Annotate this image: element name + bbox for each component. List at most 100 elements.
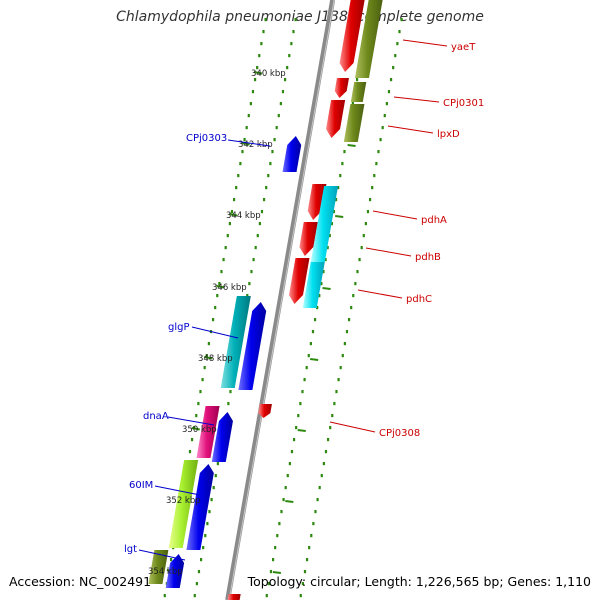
gene-dnaA-arrow	[211, 412, 233, 462]
scale-label: 346 kbp	[212, 283, 247, 293]
gene-CPj0303-arrow	[282, 136, 302, 172]
tick-dot	[282, 498, 285, 502]
tick-dot	[216, 294, 219, 298]
gene-pdhC-arrow	[289, 258, 310, 304]
tick-dot	[351, 102, 354, 106]
gene-CPj0301-arrow	[334, 78, 349, 98]
tick-dot	[239, 162, 242, 166]
tick-dot	[262, 30, 265, 34]
kbp-tick-right	[347, 144, 356, 147]
gene-label-60IM: 60IM	[129, 480, 153, 491]
tick-dot	[389, 78, 393, 82]
tick-dot	[214, 306, 217, 310]
tick-dot	[329, 426, 332, 430]
tick-dot	[350, 306, 353, 310]
tick-dot	[278, 522, 281, 526]
tick-dot	[330, 222, 333, 226]
gene-olive-block	[354, 0, 383, 78]
tick-dot	[322, 462, 325, 466]
tick-dot	[208, 510, 211, 514]
scale-label: 350 kbp	[182, 425, 217, 435]
tick-dot	[396, 42, 399, 46]
tick-dot	[251, 90, 255, 94]
tick-dot	[385, 102, 388, 106]
gene-label-lpxD: lpxD	[437, 129, 460, 140]
tick-dot	[334, 198, 338, 202]
tick-dot	[269, 162, 272, 166]
tick-dot	[352, 294, 355, 298]
tick-dot	[201, 378, 204, 382]
tick-dot	[205, 354, 208, 358]
gene-glgP-arrow	[238, 302, 267, 390]
tick-dot	[341, 354, 344, 358]
tick-dot	[280, 510, 283, 514]
map-title: Chlamydophila pneumoniae J138, complete …	[116, 9, 484, 25]
label-leader-line	[329, 421, 376, 433]
tick-dot	[199, 558, 203, 562]
scale-label: 348 kbp	[198, 354, 233, 364]
gene-olive-block	[343, 104, 365, 142]
tick-dot	[250, 270, 253, 274]
tick-dot	[301, 390, 304, 394]
tick-dot	[195, 414, 198, 418]
label-leader-line	[393, 96, 440, 103]
tick-dot	[303, 570, 307, 574]
gene-glgP-block	[220, 296, 251, 388]
backbone-line	[225, 0, 336, 600]
tick-dot	[362, 234, 365, 238]
tick-dot	[169, 558, 173, 562]
kbp-tick-left	[203, 356, 213, 360]
label-leader-line	[402, 39, 448, 47]
tick-dot	[252, 258, 255, 262]
tick-dot	[299, 594, 302, 598]
gene-CPj0308-arrow	[258, 404, 272, 418]
gene-lpxD-arrow	[326, 100, 346, 138]
tick-dot	[368, 198, 372, 202]
kbp-tick-left	[191, 427, 200, 431]
tick-dot	[383, 114, 386, 118]
tick-dot	[322, 270, 325, 274]
tick-dot	[237, 174, 240, 178]
tick-dot	[258, 222, 261, 226]
tick-dot	[204, 534, 207, 538]
tick-dot	[354, 282, 357, 286]
tick-dot	[297, 414, 300, 418]
kbp-tick-left	[241, 142, 250, 146]
gene-next-block	[227, 594, 241, 600]
gene-label-lgt: lgt	[124, 544, 137, 555]
tick-dot	[258, 54, 261, 58]
tick-dot	[220, 270, 223, 274]
kbp-tick-right	[272, 571, 281, 574]
gene-label-CPj0301: CPj0301	[443, 98, 484, 109]
tick-dot	[366, 210, 370, 214]
tick-dot	[400, 18, 403, 22]
tick-dot	[193, 594, 196, 598]
tick-dot	[232, 198, 236, 202]
tick-dot	[197, 570, 201, 574]
tick-dot	[314, 510, 317, 514]
scale-label: 342 kbp	[238, 140, 273, 150]
tick-dot	[286, 66, 289, 70]
tick-dot	[271, 150, 274, 154]
tick-dot	[284, 486, 287, 490]
tick-dot	[307, 354, 310, 358]
tick-dot	[246, 294, 249, 298]
kbp-tick-left	[228, 213, 238, 217]
tick-dot	[216, 462, 219, 466]
gene-pdhA-arrow	[307, 184, 327, 220]
tick-dot	[324, 258, 327, 262]
tick-dot	[379, 138, 382, 142]
tick-dot	[339, 174, 342, 178]
tick-dot	[290, 450, 294, 454]
tick-dot	[311, 330, 315, 334]
tick-dot	[271, 558, 275, 562]
tick-dot	[273, 138, 276, 142]
tick-dot	[248, 282, 251, 286]
tick-dot	[312, 522, 315, 526]
label-leader-line	[138, 549, 186, 561]
kbp-tick-right	[335, 215, 344, 218]
kbp-tick-left	[216, 285, 225, 289]
tick-dot	[339, 366, 342, 370]
tick-dot	[303, 378, 306, 382]
tick-dot	[290, 42, 293, 46]
